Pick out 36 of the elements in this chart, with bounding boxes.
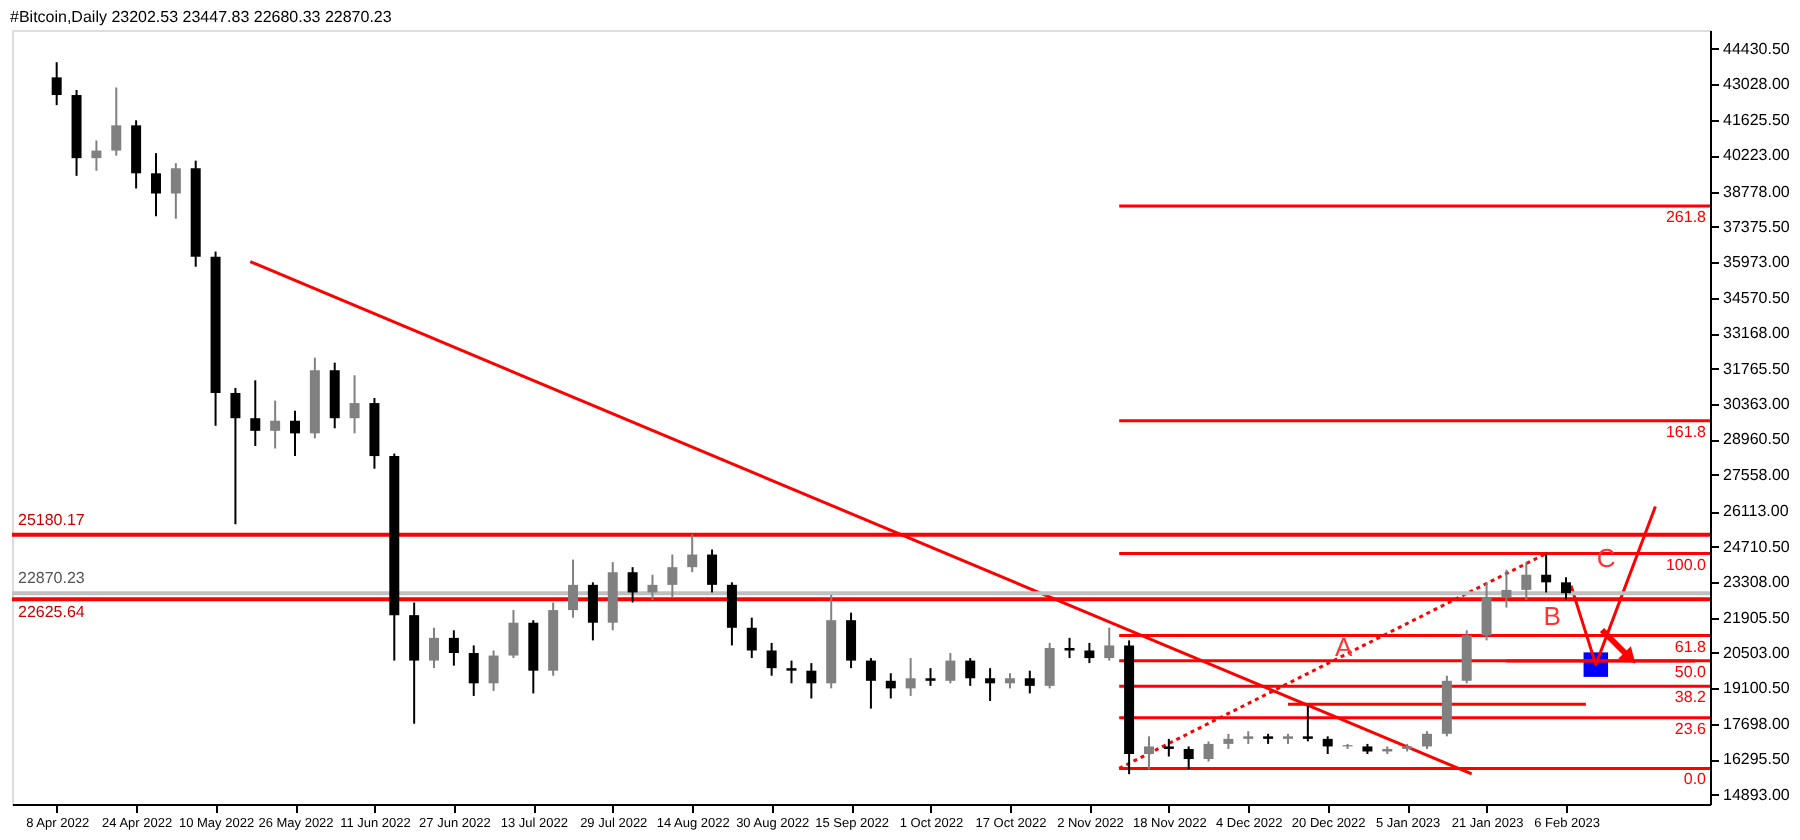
y-tick-label: 35973.00 (1723, 253, 1791, 272)
y-tick-label: 21905.50 (1723, 608, 1791, 627)
y-tick-label: 38778.00 (1723, 182, 1791, 201)
series-label: 23.6 (1674, 719, 1708, 738)
series-label: 38.2 (1674, 688, 1708, 707)
annotation: A (1335, 632, 1354, 663)
series-label: 61.8 (1674, 637, 1708, 656)
chart-title: #Bitcoin,Daily 23202.53 23447.83 22680.33 22870.23 (10, 8, 393, 26)
y-tick-label: 23308.00 (1723, 573, 1791, 592)
y-tick-label: 19100.50 (1723, 679, 1791, 698)
ref-line-label: 22870.23 (18, 569, 86, 588)
y-tick-label: 40223.00 (1723, 146, 1791, 165)
annotation: B (1543, 601, 1561, 632)
series-label: 0.0 (1683, 770, 1708, 789)
y-tick-label: 43028.00 (1723, 75, 1791, 94)
series-label: 50.0 (1674, 662, 1708, 681)
y-tick-label: 16295.50 (1723, 750, 1791, 769)
y-tick-label: 27558.00 (1723, 465, 1791, 484)
series-label: 261.8 (1665, 207, 1708, 226)
ref-line-label: 22625.64 (18, 603, 86, 622)
y-tick-label: 14893.00 (1723, 785, 1791, 804)
y-tick-label: 17698.00 (1723, 714, 1791, 733)
series-label: 161.8 (1665, 422, 1708, 441)
y-tick-label: 37375.50 (1723, 217, 1791, 236)
y-tick-label: 41625.50 (1723, 110, 1791, 129)
series-label: 100.0 (1665, 555, 1708, 574)
y-tick-label: 28960.50 (1723, 430, 1791, 449)
y-tick-label: 34570.50 (1723, 288, 1791, 307)
y-tick-label: 24710.50 (1723, 537, 1791, 556)
y-tick-label: 30363.00 (1723, 395, 1791, 413)
y-tick-label: 26113.00 (1723, 502, 1790, 521)
y-tick-label: 31765.50 (1723, 359, 1791, 378)
ref-line-label: 25180.17 (18, 510, 86, 529)
y-tick-label: 33168.00 (1723, 324, 1791, 343)
y-tick-label: 44430.50 (1723, 39, 1791, 58)
y-tick-label: 20503.00 (1723, 643, 1791, 662)
